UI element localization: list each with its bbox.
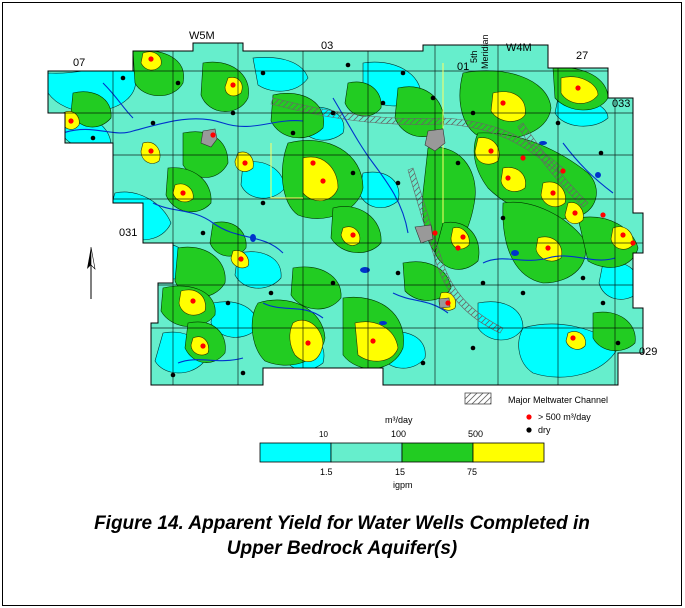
- label-twp-031: 031: [119, 227, 137, 239]
- legend-tick-top-500: 500: [468, 429, 483, 439]
- legend-class-lt-10: [259, 442, 332, 463]
- legend-dry-label: dry: [538, 425, 551, 435]
- water-bodies: [250, 141, 601, 325]
- label-meridian-1: 5th: [469, 50, 479, 63]
- map-body: [48, 43, 643, 385]
- legend-tick-top-10: 10: [319, 430, 328, 439]
- legend-tick-bottom-75: 75: [467, 467, 477, 477]
- legend-tick-top-100: 100: [391, 429, 406, 439]
- legend-dry-dot: [526, 427, 532, 433]
- map-svg: W5M 03 07 01 5th Meridian W4M 27 033 031…: [47, 30, 657, 490]
- legend-unit-bottom: igpm: [393, 480, 413, 490]
- figure-caption: Figure 14. Apparent Yield for Water Well…: [3, 511, 681, 561]
- label-twp-033: 033: [612, 98, 630, 110]
- legend-meltwater-swatch: [464, 392, 492, 405]
- drainage-network: [62, 82, 616, 364]
- legend-unit-top: m³/day: [385, 415, 413, 425]
- label-range-27: 27: [576, 50, 588, 62]
- north-arrow-icon: [87, 246, 96, 299]
- legend-tick-bottom-15: 15: [395, 467, 405, 477]
- label-meridian-2: Meridian: [480, 34, 490, 69]
- legend-high-yield-label: > 500 m³/day: [538, 412, 591, 422]
- legend-class-gt-500: [472, 442, 545, 463]
- yield-zone-gt-500: [60, 51, 634, 362]
- legend-tick-bottom-1-5: 1.5: [320, 467, 333, 477]
- label-range-03: 03: [321, 40, 333, 52]
- legend-class-10-100: [330, 442, 403, 463]
- legend-high-yield-dot: [526, 414, 532, 420]
- label-range-01: 01: [457, 61, 469, 73]
- label-w4m: W4M: [506, 42, 532, 54]
- label-w5m: W5M: [189, 30, 215, 42]
- label-twp-029: 029: [639, 346, 657, 358]
- legend-class-100-500: [401, 442, 474, 463]
- caption-line-2: Upper Bedrock Aquifer(s): [226, 538, 458, 559]
- legend-meltwater-label: Major Meltwater Channel: [508, 395, 608, 405]
- high-yield-wells: [68, 56, 636, 349]
- map-outline: [47, 42, 644, 386]
- label-range-07: 07: [73, 57, 85, 69]
- caption-line-1: Figure 14. Apparent Yield for Water Well…: [94, 513, 590, 534]
- urban-areas: [200, 128, 451, 309]
